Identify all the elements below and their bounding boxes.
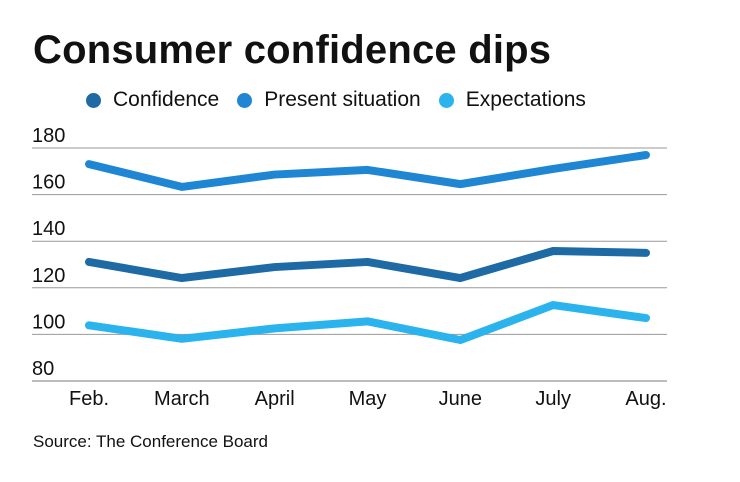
- legend-label: Confidence: [113, 88, 220, 111]
- x-tick-label: April: [255, 388, 295, 410]
- y-tick-label: 80: [32, 358, 54, 380]
- legend-label: Present situation: [264, 88, 421, 111]
- series-line-expectations: [85, 301, 650, 344]
- y-tick-label: 180: [32, 125, 65, 147]
- series-line-confidence: [85, 246, 650, 283]
- x-tick-label: July: [535, 388, 571, 410]
- y-tick-label: 140: [32, 218, 65, 240]
- legend: Confidence Present situation Expectation…: [86, 88, 604, 112]
- x-tick-label: Aug.: [625, 388, 666, 410]
- y-tick-label: 160: [32, 172, 65, 194]
- legend-label: Expectations: [465, 88, 586, 111]
- series-line-present-situation: [85, 150, 650, 191]
- legend-dot-expectations: [438, 92, 454, 108]
- legend-item-confidence: Confidence: [86, 88, 219, 112]
- y-tick-label: 120: [32, 265, 65, 287]
- x-tick-label: March: [154, 388, 210, 410]
- legend-item-present-situation: Present situation: [237, 88, 421, 112]
- legend-item-expectations: Expectations: [438, 88, 586, 112]
- x-tick-label: May: [349, 388, 387, 410]
- legend-dot-confidence: [86, 92, 101, 108]
- x-tick-label: June: [439, 388, 482, 410]
- x-tick-label: Feb.: [69, 388, 109, 410]
- y-tick-label: 100: [32, 311, 65, 333]
- source-note: Source: The Conference Board: [33, 432, 268, 451]
- legend-dot-present-situation: [237, 92, 253, 108]
- chart-title: Consumer confidence dips: [33, 28, 552, 72]
